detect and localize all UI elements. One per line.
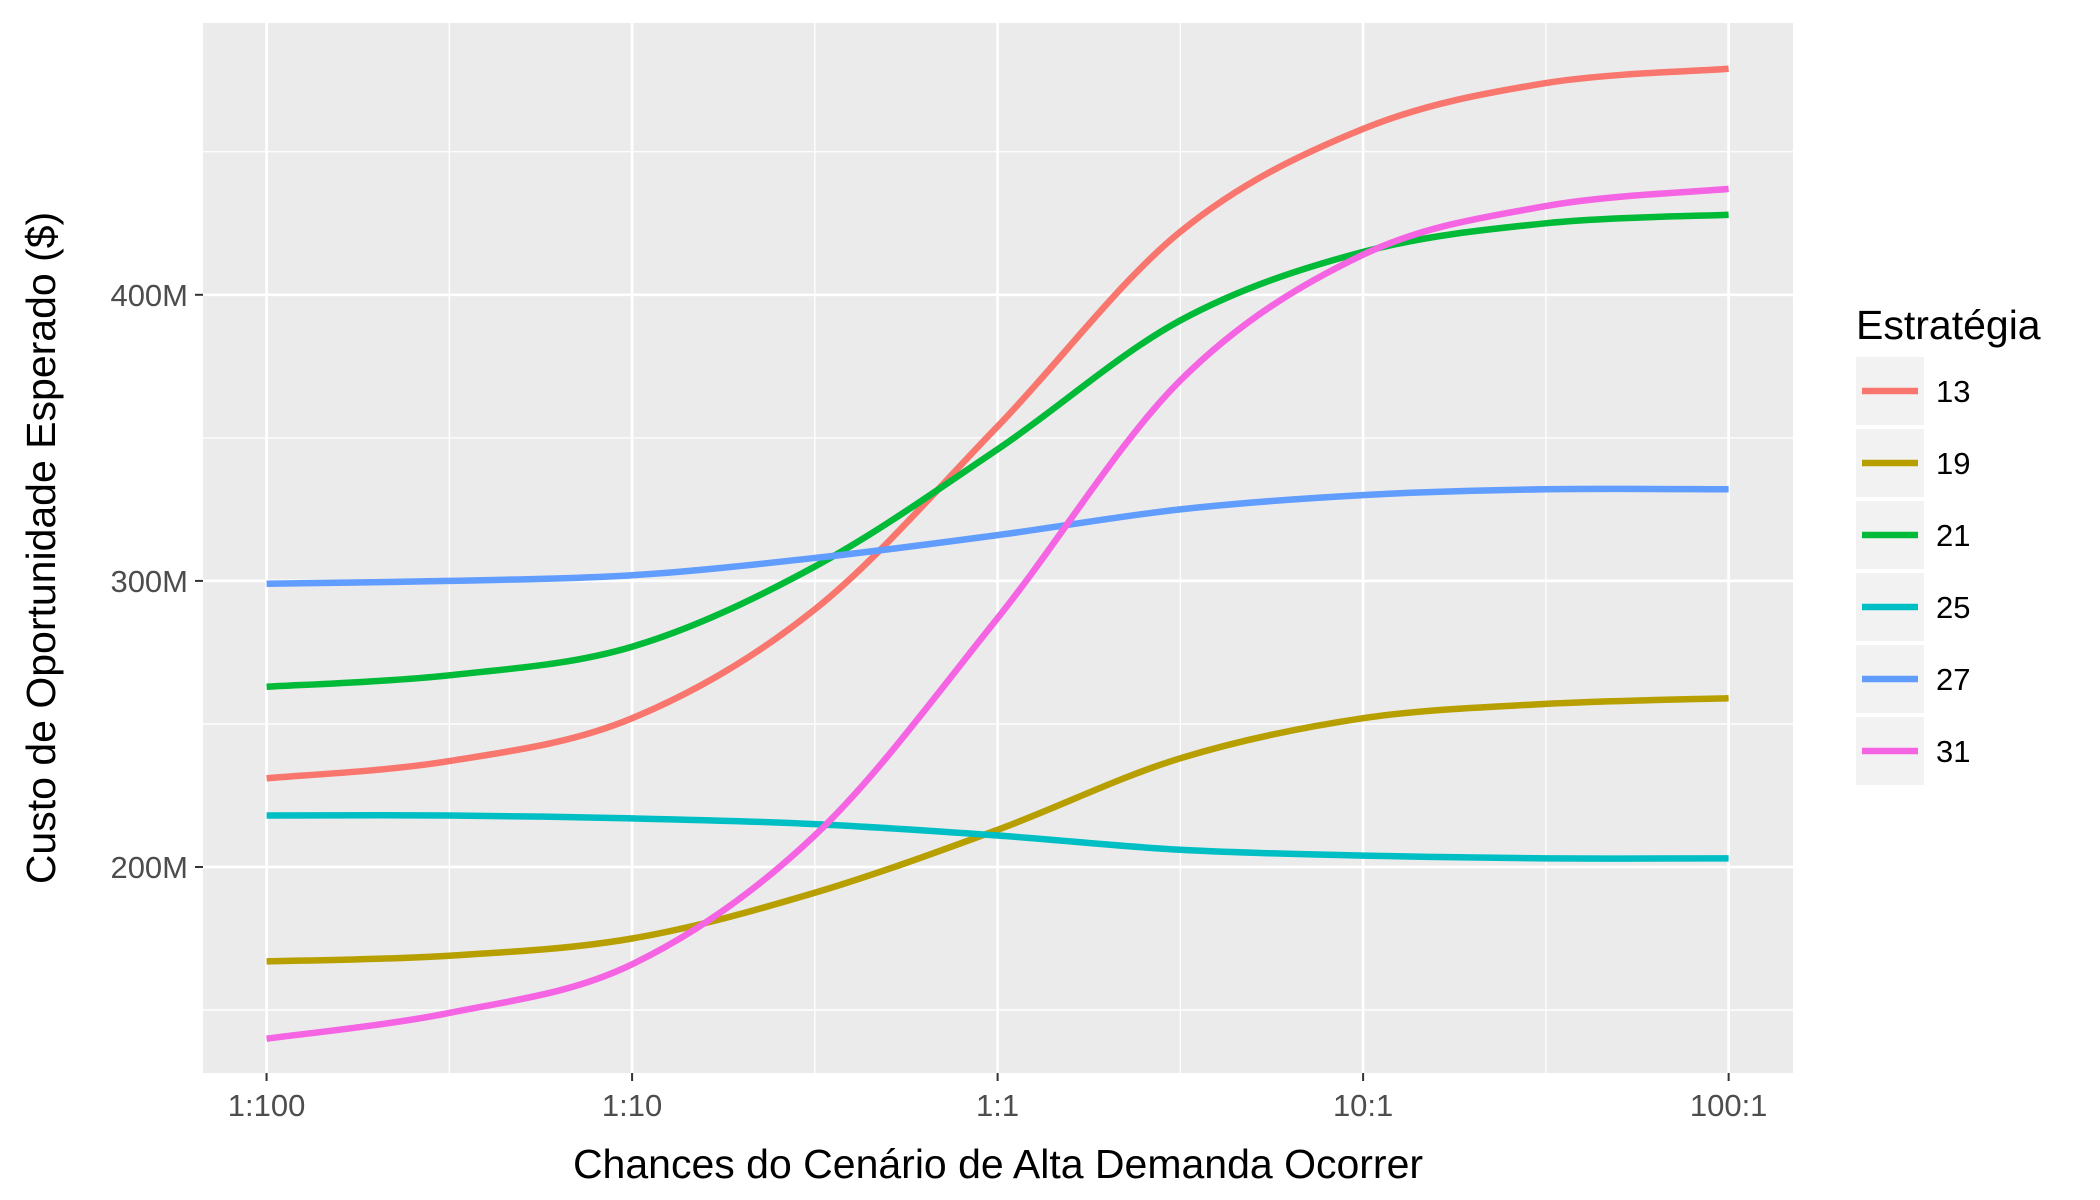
x-tick-label: 1:100: [228, 1088, 306, 1123]
grid-major: [203, 23, 1793, 1073]
legend: Estratégia 13 19 21 25 27 31: [1856, 302, 2041, 785]
legend-label-25: 25: [1936, 590, 1970, 625]
x-tick-label: 1:10: [602, 1088, 662, 1123]
series-line-13: [266, 65, 1729, 782]
x-tick-label: 10:1: [1333, 1088, 1393, 1123]
legend-label-27: 27: [1936, 662, 1970, 697]
x-tick-label: 1:1: [976, 1088, 1019, 1123]
y-tick-label: 200M: [110, 850, 188, 885]
y-axis: 200M 300M 400M: [110, 278, 203, 885]
legend-label-19: 19: [1936, 446, 1970, 481]
y-tick-label: 400M: [110, 278, 188, 313]
x-axis-title: Chances do Cenário de Alta Demanda Ocorr…: [573, 1141, 1423, 1187]
series-line-27: [266, 485, 1729, 588]
series-line-19: [266, 694, 1729, 965]
series-line-31: [266, 185, 1729, 1042]
legend-label-13: 13: [1936, 374, 1970, 409]
series-line-21: [266, 211, 1729, 691]
y-axis-title: Custo de Oportunidade Esperado ($): [18, 212, 64, 884]
legend-label-21: 21: [1936, 518, 1970, 553]
legend-title: Estratégia: [1856, 302, 2041, 348]
series-lines: [266, 65, 1729, 1042]
y-tick-label: 300M: [110, 564, 188, 599]
x-axis: 1:100 1:10 1:1 10:1 100:1: [228, 1073, 1768, 1123]
legend-label-31: 31: [1936, 734, 1970, 769]
series-line-25: [266, 812, 1729, 862]
x-tick-label: 100:1: [1690, 1088, 1768, 1123]
